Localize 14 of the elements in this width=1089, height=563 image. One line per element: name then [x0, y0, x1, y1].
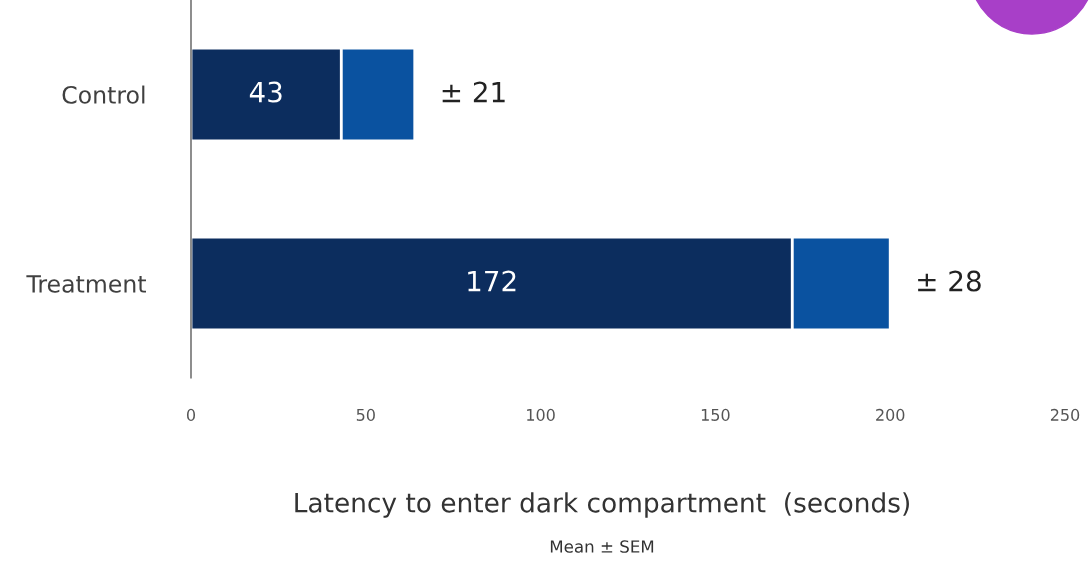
data-label: ± 28 — [918, 270, 981, 292]
x-tick-label: 50 — [356, 408, 375, 421]
x-tick-label: 100 — [527, 408, 555, 421]
x-axis-title: Latency to enter dark compartment (seconds) — [295, 492, 909, 518]
x-tick-label: 150 — [701, 408, 730, 421]
x-tick-label: 250 — [1050, 408, 1080, 421]
x-tick-label: 0 — [186, 408, 196, 421]
y-tick-label: Treatment — [26, 275, 146, 293]
data-label: ± 21 — [442, 81, 505, 103]
y-tick-label: Control — [62, 85, 145, 104]
data-label: 172 — [468, 270, 516, 292]
x-tick-label: 200 — [876, 408, 905, 421]
data-label: 43 — [249, 81, 282, 103]
text: Mean ± SEM — [550, 540, 654, 553]
